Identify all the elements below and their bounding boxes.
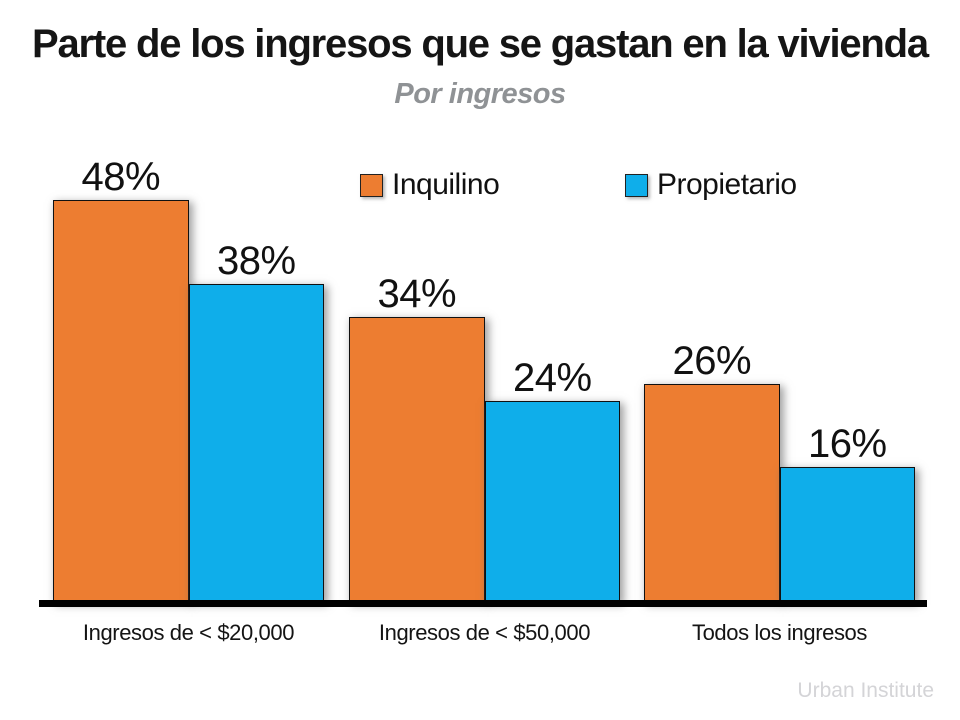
category-label-group3: Todos los ingresos (691, 620, 867, 645)
value-label-propietario-group1: 38% (216, 239, 296, 283)
legend-label-inquilino: Inquilino (392, 168, 500, 201)
legend-label-propietario: Propietario (657, 168, 797, 201)
bar-propietario-group3 (779, 467, 915, 601)
legend-swatch-inquilino-icon (360, 173, 383, 197)
x-axis-line (39, 600, 927, 607)
page-subtitle: Por ingresos (394, 78, 566, 110)
legend-item-inquilino: Inquilino (360, 168, 500, 202)
category-label-group2: Ingresos de < $50,000 (378, 620, 591, 645)
bar-propietario-group1 (188, 284, 324, 601)
bar-inquilino-group1 (53, 200, 189, 601)
value-label-propietario-group2: 24% (512, 356, 592, 400)
value-label-inquilino-group2: 34% (377, 272, 457, 316)
page-title: Parte de los ingresos que se gastan en l… (32, 22, 929, 66)
value-label-inquilino-group1: 48% (81, 155, 161, 199)
bar-propietario-group2 (484, 401, 620, 601)
value-label-inquilino-group3: 26% (672, 339, 752, 383)
credit-text: Urban Institute (797, 679, 934, 702)
bar-inquilino-group3 (644, 384, 780, 601)
legend-swatch-propietario-icon (625, 173, 648, 197)
legend-item-propietario: Propietario (625, 168, 797, 202)
value-label-propietario-group3: 16% (807, 422, 887, 466)
category-label-group1: Ingresos de < $20,000 (82, 620, 295, 645)
bar-inquilino-group2 (349, 317, 485, 601)
